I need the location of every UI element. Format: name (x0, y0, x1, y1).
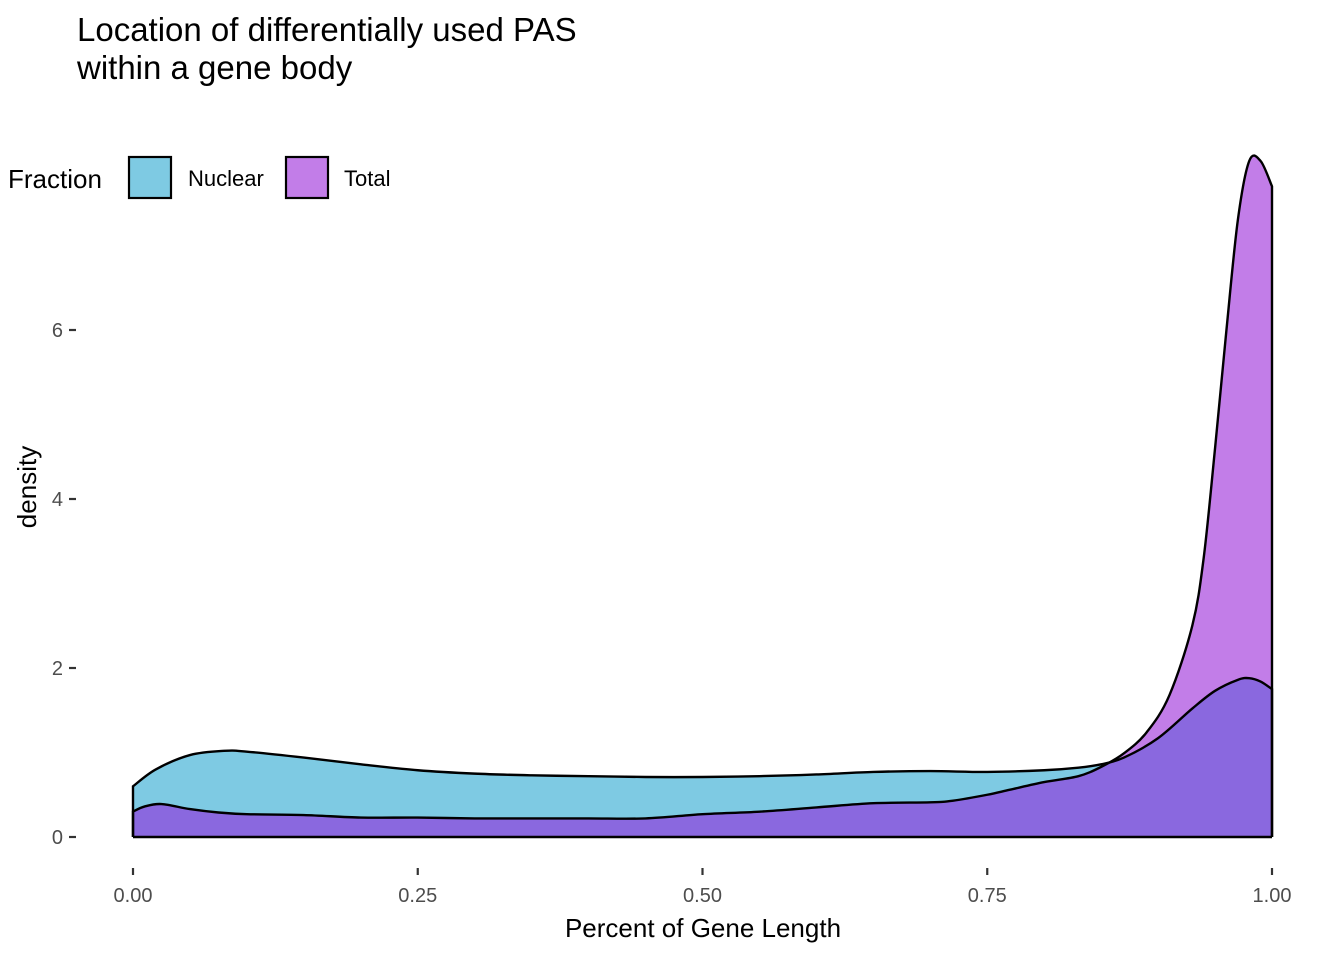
overlap-area (133, 677, 1272, 837)
x-tick-label: 0.00 (114, 885, 153, 907)
chart-title-line-1: Location of differentially used PAS (77, 11, 577, 48)
legend-label-nuclear: Nuclear (188, 166, 264, 191)
nuclear-density-outline (131, 676, 1274, 837)
chart-title-line-2: within a gene body (76, 49, 353, 86)
y-axis: 0 2 4 6 (52, 320, 76, 849)
x-tick-label: 0.75 (968, 885, 1007, 907)
legend-title: Fraction (8, 164, 102, 194)
y-tick-label: 0 (52, 827, 63, 849)
x-tick-label: 0.50 (683, 885, 722, 907)
plot-area (131, 154, 1274, 839)
chart-title: Location of differentially used PAS with… (76, 11, 577, 86)
x-axis-title: Percent of Gene Length (565, 913, 841, 943)
x-tick-label: 0.25 (398, 885, 437, 907)
x-tick-label: 1.00 (1253, 885, 1292, 907)
y-tick-label: 2 (52, 658, 63, 680)
x-axis: 0.00 0.25 0.50 0.75 1.00 (114, 868, 1292, 907)
total-density-area (133, 155, 1272, 837)
legend-label-total: Total (344, 166, 390, 191)
y-axis-title: density (12, 446, 42, 528)
legend-key-nuclear (127, 155, 173, 200)
legend: Fraction Nuclear Total (8, 155, 390, 200)
total-density-outline (131, 154, 1274, 837)
legend-key-total (284, 155, 330, 200)
y-tick-label: 4 (52, 489, 63, 511)
y-tick-label: 6 (52, 320, 63, 342)
